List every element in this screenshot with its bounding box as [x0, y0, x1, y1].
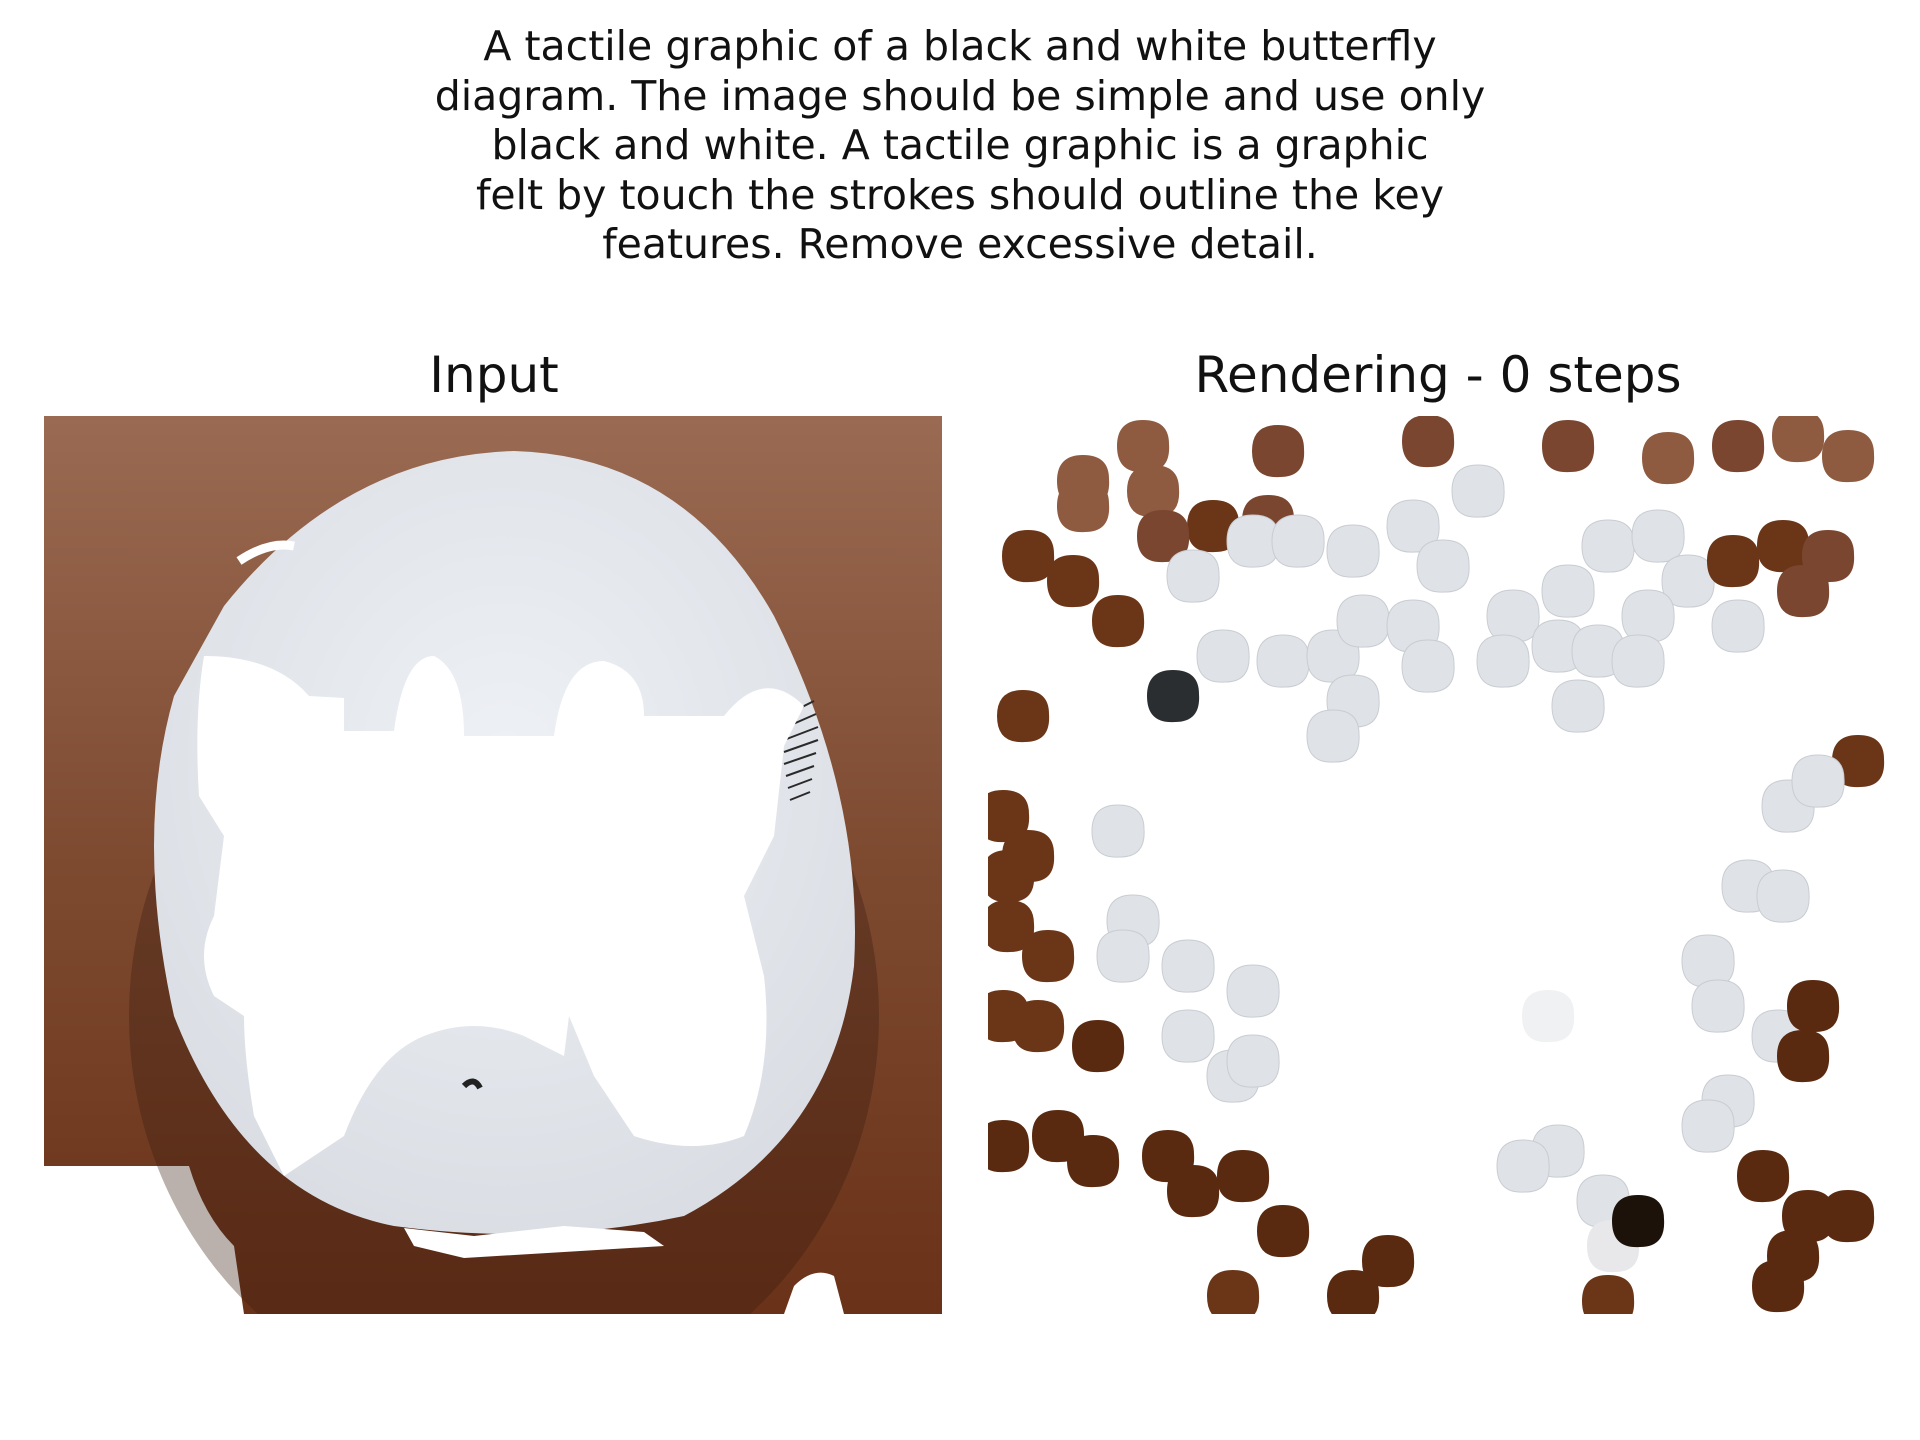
render-stroke	[1756, 869, 1810, 923]
render-stroke	[1691, 979, 1745, 1033]
render-stroke	[1631, 509, 1685, 563]
render-stroke	[1096, 929, 1150, 983]
render-stroke	[1386, 499, 1440, 553]
render-stroke	[1711, 599, 1765, 653]
render-stroke	[1541, 564, 1595, 618]
caption-line: felt by touch the strokes should outline…	[475, 170, 1444, 219]
render-stroke	[1582, 1275, 1635, 1314]
render-stroke	[1137, 510, 1190, 563]
render-stroke	[1067, 1135, 1120, 1188]
render-stroke	[1217, 1150, 1270, 1203]
caption-line: diagram. The image should be simple and …	[434, 71, 1486, 120]
render-stroke	[988, 900, 1035, 953]
render-stroke	[1642, 432, 1695, 485]
rendering-image-graphic	[988, 416, 1885, 1314]
render-stroke	[1787, 980, 1840, 1033]
render-stroke	[1802, 530, 1855, 583]
render-stroke	[1476, 634, 1530, 688]
render-stroke	[1167, 1165, 1220, 1218]
render-stroke	[1772, 416, 1825, 463]
render-stroke	[1226, 514, 1280, 568]
render-stroke	[1362, 1235, 1415, 1288]
render-stroke	[1117, 420, 1170, 473]
figure-caption: A tactile graphic of a black and white b…	[340, 22, 1580, 270]
render-stroke	[1752, 1260, 1805, 1313]
render-stroke	[1612, 1195, 1665, 1248]
render-stroke	[1047, 555, 1100, 608]
render-stroke	[1161, 939, 1215, 993]
render-stroke	[1326, 524, 1380, 578]
render-stroke	[1336, 594, 1390, 648]
render-stroke	[1091, 804, 1145, 858]
render-stroke	[1072, 1020, 1125, 1073]
render-stroke	[1187, 500, 1240, 553]
render-stroke	[1496, 1139, 1550, 1193]
rendering-image	[988, 416, 1886, 1314]
render-stroke	[1782, 1190, 1835, 1243]
render-stroke	[1832, 735, 1885, 788]
render-stroke	[1196, 629, 1250, 683]
render-stroke	[1207, 1270, 1260, 1314]
render-stroke	[1226, 1034, 1280, 1088]
render-stroke	[988, 850, 1035, 903]
render-stroke	[1451, 464, 1505, 518]
render-stroke	[1681, 1099, 1735, 1153]
render-stroke	[1402, 416, 1455, 468]
render-stroke	[1737, 1150, 1790, 1203]
caption-line: features. Remove excessive detail.	[602, 220, 1318, 268]
render-stroke	[1306, 709, 1360, 763]
render-stroke	[1147, 670, 1200, 723]
render-stroke	[1777, 1030, 1830, 1083]
render-stroke	[1757, 520, 1810, 573]
caption-line: A tactile graphic of a black and white b…	[483, 22, 1437, 70]
render-stroke	[1416, 539, 1470, 593]
render-stroke	[1012, 1000, 1065, 1053]
render-stroke	[1057, 480, 1110, 533]
render-stroke	[1791, 754, 1845, 808]
render-stroke	[1611, 634, 1665, 688]
render-stroke	[1002, 530, 1055, 583]
render-stroke	[1161, 1009, 1215, 1063]
render-stroke	[997, 690, 1050, 743]
render-stroke	[1386, 599, 1440, 653]
render-stroke	[1542, 420, 1595, 473]
render-stroke	[1712, 420, 1765, 473]
masked-region	[197, 656, 805, 1176]
render-stroke	[1256, 634, 1310, 688]
input-image	[44, 416, 942, 1314]
render-stroke	[988, 790, 1030, 843]
render-stroke	[1257, 1205, 1310, 1258]
render-stroke	[1092, 595, 1145, 648]
render-stroke	[1271, 514, 1325, 568]
render-stroke	[1822, 1190, 1875, 1243]
render-stroke	[1022, 930, 1075, 983]
render-stroke	[1621, 589, 1675, 643]
render-stroke	[1166, 549, 1220, 603]
input-panel-title: Input	[429, 346, 559, 404]
render-stroke	[1486, 589, 1540, 643]
render-stroke	[1401, 639, 1455, 693]
render-stroke	[1551, 679, 1605, 733]
render-stroke	[1681, 934, 1735, 988]
render-stroke	[1127, 465, 1180, 518]
render-stroke	[988, 1120, 1030, 1173]
render-stroke	[1226, 964, 1280, 1018]
render-stroke	[1581, 519, 1635, 573]
caption-line: black and white. A tactile graphic is a …	[491, 121, 1429, 169]
render-stroke	[1252, 425, 1305, 478]
render-stroke	[1707, 535, 1760, 588]
input-image-graphic	[44, 416, 942, 1314]
rendering-panel-title: Rendering - 0 steps	[1194, 346, 1682, 404]
render-stroke	[1822, 430, 1875, 483]
render-stroke	[1327, 1270, 1380, 1314]
render-stroke	[1522, 990, 1575, 1043]
